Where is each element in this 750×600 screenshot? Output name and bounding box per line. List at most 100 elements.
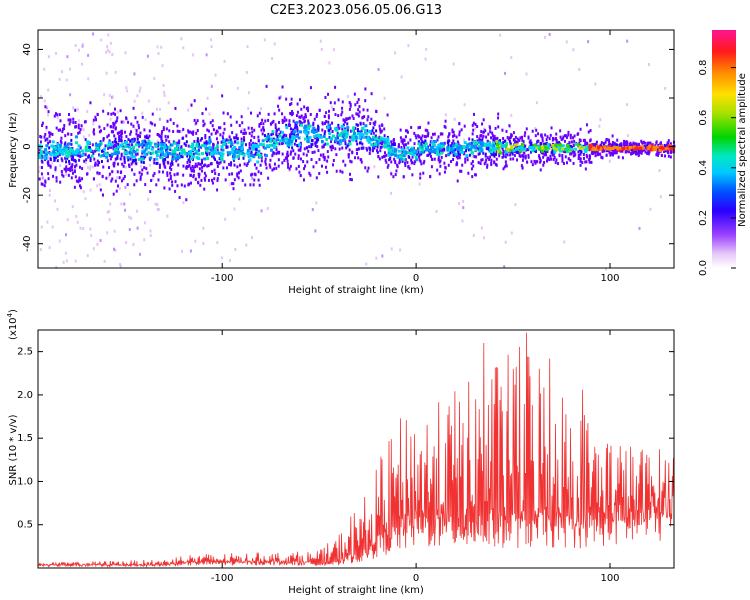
spectrogram-core-cell: [368, 139, 372, 143]
spectrogram-band-cell: [585, 123, 588, 127]
spectrogram-band-cell: [505, 129, 508, 133]
spectrogram-band-cell: [174, 180, 177, 184]
spectrogram-core-cell: [292, 129, 296, 133]
spectrogram-band-cell: [58, 153, 61, 157]
spectrogram-band-cell: [436, 138, 439, 142]
spectrogram-core-cell: [176, 148, 180, 152]
spectrogram-band-cell: [115, 189, 118, 193]
spectrogram-band-cell: [249, 152, 252, 156]
spectrogram-band-cell: [569, 133, 572, 137]
spectrogram-band-cell: [180, 183, 183, 187]
spectrogram-band-cell: [313, 117, 316, 121]
spectrogram-band-cell: [390, 172, 393, 176]
spectrogram-band-cell: [55, 176, 58, 180]
spectrogram-core-cell: [117, 145, 121, 149]
spectrogram-band-cell: [361, 142, 364, 146]
spectrogram-band-cell: [243, 128, 246, 132]
spectrogram-band-cell: [436, 168, 439, 172]
spectrogram-band-cell: [55, 126, 58, 130]
spectrogram-noise-cell: [659, 195, 662, 199]
spectrogram-noise-cell: [330, 105, 333, 109]
spectrogram-band-cell: [547, 156, 550, 160]
spectrogram-core-cell: [431, 145, 435, 149]
spectrogram-core-cell: [293, 136, 297, 140]
spectrogram-band-cell: [244, 183, 247, 187]
spectrogram-band-cell: [51, 132, 54, 136]
spectrogram-core-cell: [52, 150, 56, 154]
spectrogram-core-cell: [189, 157, 193, 161]
spectrogram-noise-cell: [122, 120, 125, 124]
spectrogram-band-cell: [169, 174, 172, 178]
spectrogram-band-cell: [166, 145, 169, 149]
spectrogram-band-cell: [484, 129, 487, 133]
spectrogram-core-cell: [552, 148, 556, 152]
spectrogram-band-cell: [166, 119, 169, 123]
spectrogram-noise-cell: [377, 67, 380, 71]
spectrogram-noise-cell: [92, 247, 95, 251]
spectrogram-noise-cell: [189, 249, 192, 253]
spectrogram-noise-cell: [128, 192, 131, 196]
spectrogram-band-cell: [141, 145, 144, 149]
spectrogram-core-cell: [466, 143, 470, 147]
spectrogram-noise-cell: [77, 48, 80, 52]
spectrogram-band-cell: [115, 156, 118, 160]
spectrogram-band-cell: [608, 151, 611, 155]
spectrogram-core-cell: [495, 143, 499, 147]
spectrogram-band-cell: [667, 154, 670, 158]
spectrogram-core-cell: [115, 150, 119, 154]
spectrogram-noise-cell: [123, 202, 126, 206]
spectrogram-band-cell: [114, 143, 117, 147]
spectrogram-band-cell: [258, 111, 261, 115]
spectrogram-band-cell: [544, 133, 547, 137]
spectrogram-core-cell: [546, 145, 550, 149]
spectrogram-band-cell: [607, 138, 610, 142]
spectrogram-core-cell: [617, 148, 621, 152]
spectrogram-band-cell: [348, 148, 351, 152]
spectrogram-core-cell: [532, 144, 536, 148]
spectrogram-core-cell: [171, 149, 175, 153]
spectrogram-core-cell: [330, 137, 334, 141]
spectrogram-core-cell: [290, 140, 294, 144]
spectrogram-core-cell: [375, 139, 379, 143]
spectrogram-band-cell: [178, 141, 181, 145]
spectrogram-band-cell: [134, 158, 137, 162]
spectrogram-band-cell: [162, 128, 165, 132]
spectrogram-core-cell: [399, 157, 403, 161]
spectrogram-band-cell: [186, 160, 189, 164]
spectrogram-noise-cell: [43, 99, 46, 103]
spectrogram-band-cell: [437, 155, 440, 159]
spectrogram-band-cell: [555, 138, 558, 142]
spectrogram-band-cell: [560, 138, 563, 142]
spectrogram-band-cell: [70, 132, 73, 136]
spectrogram-noise-cell: [159, 107, 162, 111]
spectrogram-band-cell: [257, 170, 260, 174]
spectrogram-band-cell: [372, 121, 375, 125]
spectrogram-noise-cell: [133, 72, 136, 76]
spectrogram-band-cell: [559, 135, 562, 139]
spectrogram-band-cell: [349, 159, 352, 163]
spectrogram-band-cell: [299, 174, 302, 178]
spectrogram-noise-cell: [210, 45, 213, 49]
spectrogram-band-cell: [294, 125, 297, 129]
spectrogram-band-cell: [401, 159, 404, 163]
spectrogram-core-cell: [437, 143, 441, 147]
spectrogram-band-cell: [524, 154, 527, 158]
spectrogram-band-cell: [44, 132, 47, 136]
spectrogram-band-cell: [74, 120, 77, 124]
spectrogram-band-cell: [185, 198, 188, 202]
spectrogram-band-cell: [121, 162, 124, 166]
spectrogram-band-cell: [311, 142, 314, 146]
spectrogram-noise-cell: [116, 110, 119, 114]
spectrogram-noise-cell: [84, 151, 87, 155]
spectrogram-band-cell: [531, 129, 534, 133]
spectrogram-core-cell: [231, 147, 235, 151]
spectrogram-band-cell: [464, 157, 467, 161]
spectrogram-band-cell: [178, 196, 181, 200]
spectrogram-band-cell: [537, 132, 540, 136]
spectrogram-band-cell: [193, 99, 196, 103]
spectrogram-band-cell: [347, 153, 350, 157]
spectrogram-band-cell: [110, 130, 113, 134]
spectrogram-band-cell: [264, 157, 267, 161]
spectrogram-band-cell: [74, 108, 77, 112]
spectrogram-band-cell: [118, 131, 121, 135]
